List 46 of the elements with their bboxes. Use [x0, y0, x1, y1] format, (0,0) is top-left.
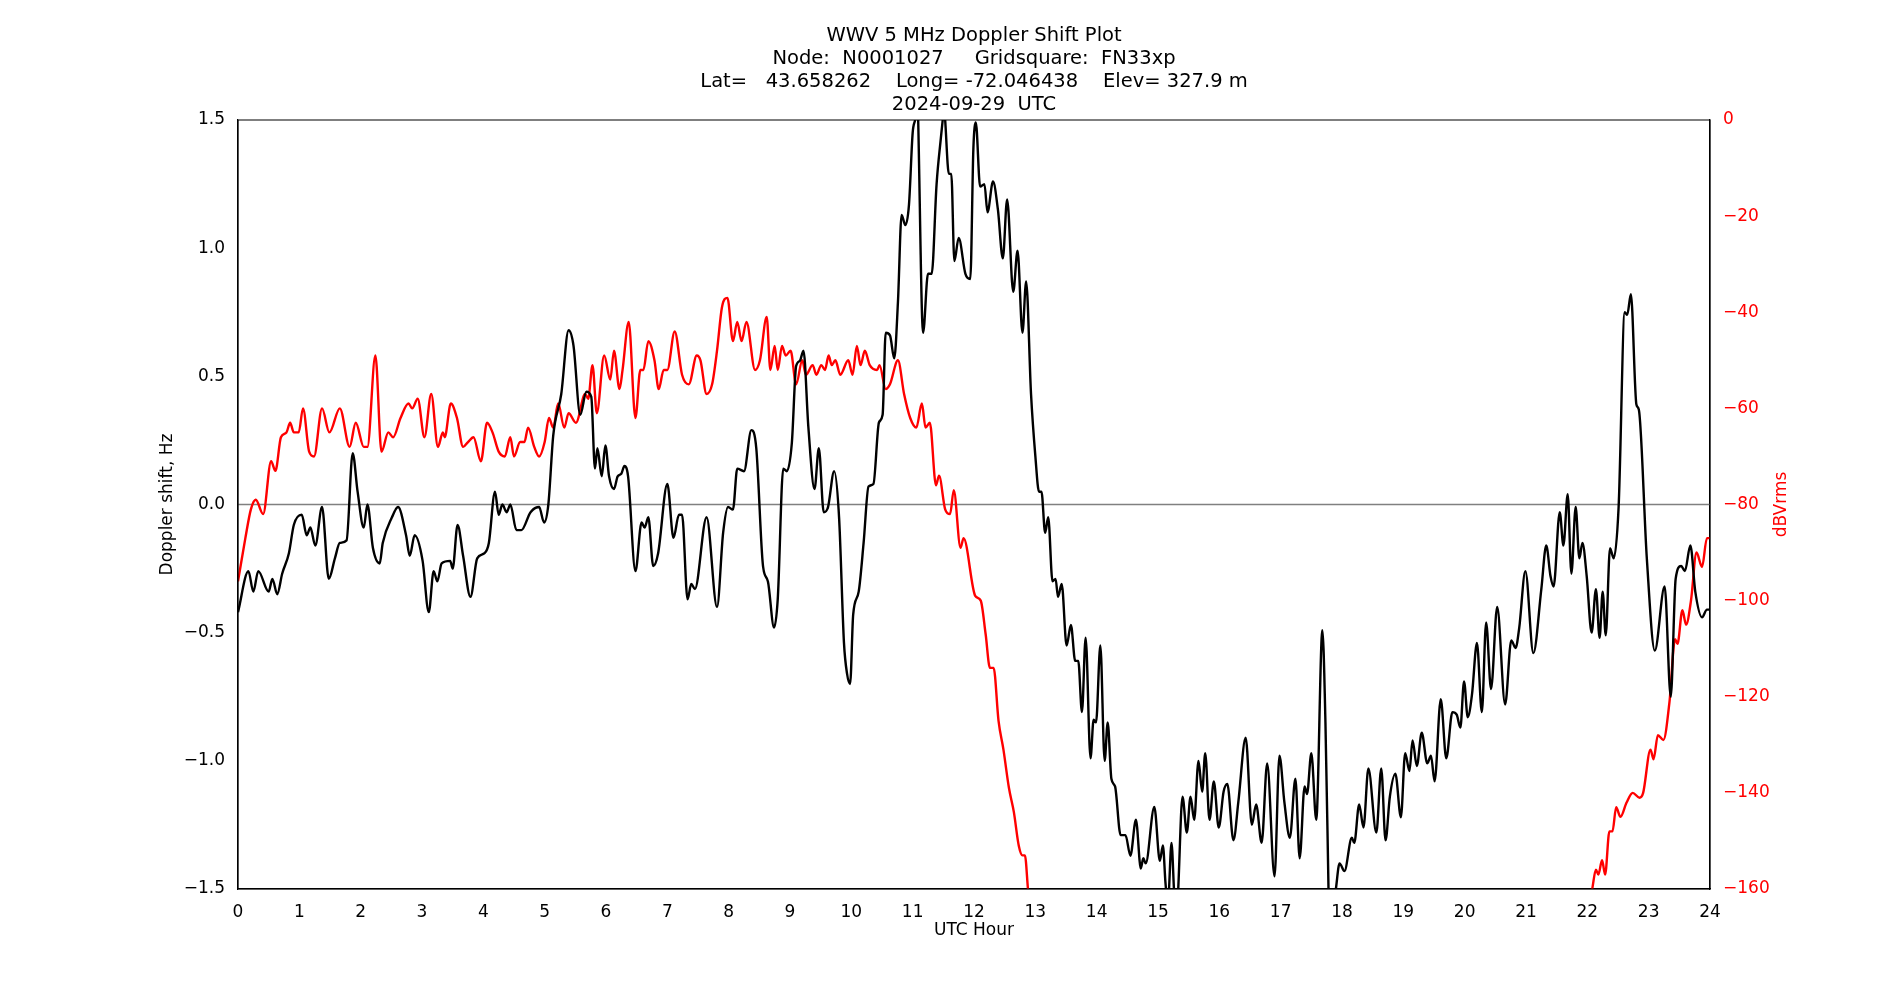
x-tick-label: 2: [355, 900, 367, 921]
y2-tick-label: −60: [1723, 396, 1759, 417]
chart-title: WWV 5 MHz Doppler Shift Plot: [826, 23, 1122, 47]
x-tick-label: 23: [1637, 900, 1660, 921]
y-tick-label: 0.5: [197, 364, 225, 385]
x-tick-label: 12: [963, 900, 985, 921]
x-tick-label: 5: [539, 900, 551, 921]
y2-tick-label: −20: [1723, 204, 1759, 225]
y2-tick-label: 0: [1723, 108, 1734, 129]
x-tick-label: 16: [1208, 900, 1231, 921]
x-tick-label: 13: [1024, 900, 1047, 921]
x-tick-label: 15: [1147, 900, 1169, 921]
x-tick-label: 1: [293, 900, 305, 921]
x-tick-label: 19: [1392, 900, 1415, 921]
y-tick-label: 1.0: [197, 236, 225, 257]
x-tick-label: 14: [1085, 900, 1108, 921]
y2-tick-label: −160: [1723, 877, 1770, 898]
x-tick-label: 11: [901, 900, 924, 921]
x-tick-label: 0: [232, 900, 244, 921]
y2-tick-label: −100: [1723, 589, 1770, 610]
x-tick-label: 10: [840, 900, 863, 921]
y-tick-label: 1.5: [197, 108, 225, 129]
x-tick-label: 17: [1269, 900, 1292, 921]
x-tick-label: 4: [477, 900, 489, 921]
y-tick-label: −0.5: [183, 621, 225, 642]
x-tick-label: 9: [784, 900, 796, 921]
y-tick-label: −1.5: [183, 877, 225, 898]
chart-subtitle: Node: N0001027 Gridsquare: FN33xp Lat= 43.658262 Long= -72.046438 Elev= 327.9 m 2024-09-29 UTC: [700, 46, 1248, 116]
x-tick-label: 7: [661, 900, 673, 921]
x-tick-label: 21: [1515, 900, 1537, 921]
y2-tick-label: −120: [1723, 685, 1770, 706]
y-tick-label: 0.0: [197, 492, 225, 513]
x-axis-title: UTC Hour: [933, 919, 1015, 940]
x-tick-label: 6: [600, 900, 612, 921]
y-axis-title: Doppler shift, Hz: [156, 433, 177, 576]
x-tick-label: 22: [1576, 900, 1599, 921]
x-tick-label: 3: [416, 900, 428, 921]
y-tick-label: −1.0: [183, 749, 225, 770]
x-tick-label: 18: [1331, 900, 1353, 921]
y2-tick-label: −80: [1723, 492, 1759, 513]
y2-tick-label: −140: [1723, 781, 1770, 802]
x-tick-label: 24: [1699, 900, 1721, 921]
y2-axis-title: dBVrms: [1770, 471, 1791, 538]
x-tick-label: 20: [1453, 900, 1476, 921]
x-tick-label: 8: [723, 900, 735, 921]
y2-tick-label: −40: [1723, 300, 1759, 321]
